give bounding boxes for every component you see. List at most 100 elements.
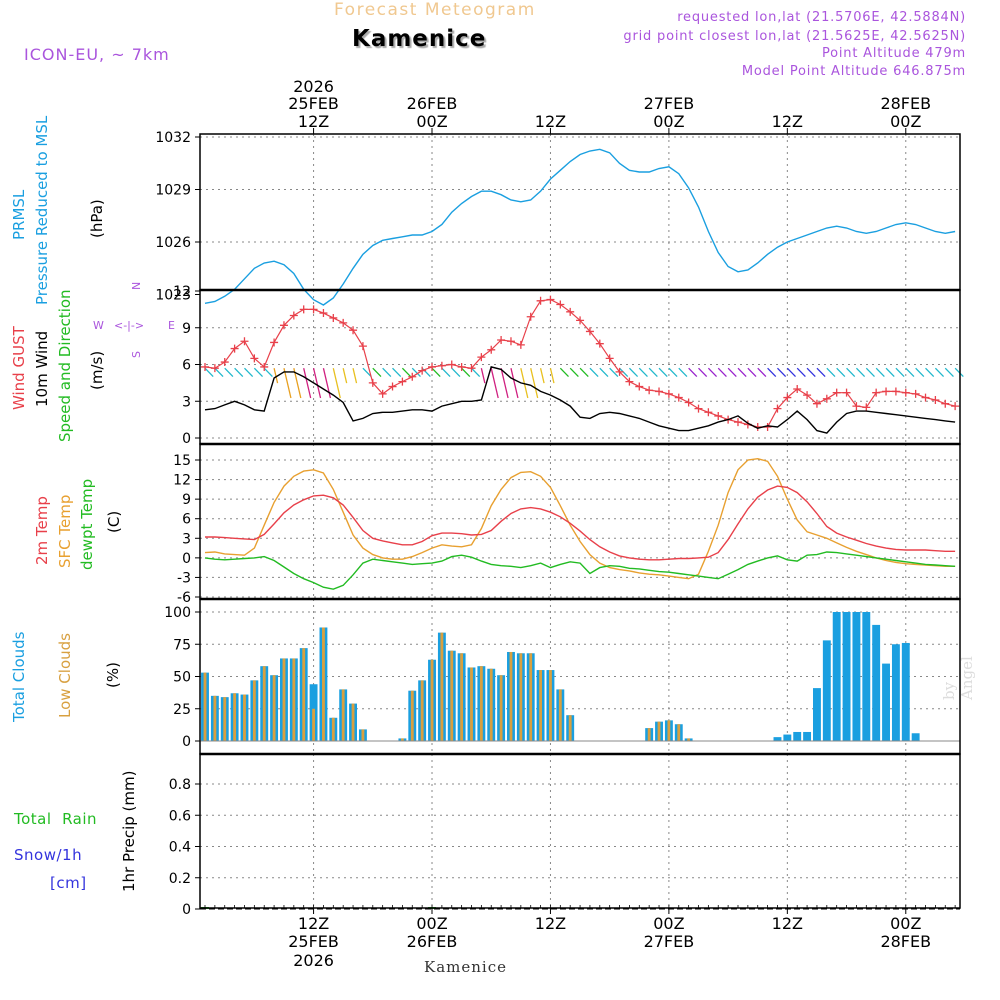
grid-point-coords: grid point closest lon,lat (21.5625E, 42… bbox=[623, 29, 966, 44]
low-clouds-bar bbox=[213, 695, 217, 741]
bottom-date-label: 28FEB bbox=[880, 932, 931, 951]
low-clouds-bar bbox=[479, 666, 483, 741]
y-tick-label: 50 bbox=[173, 670, 191, 686]
wind-direction-arrow bbox=[668, 367, 678, 377]
wind-gust-marker bbox=[210, 364, 219, 373]
wind-direction-arrow bbox=[905, 367, 915, 377]
y-tick-label: 9 bbox=[182, 321, 191, 337]
label-speed-direction: Speed and Direction bbox=[56, 289, 74, 442]
wind-gust-marker bbox=[733, 418, 742, 427]
wind-direction-arrow bbox=[619, 367, 629, 377]
wind-direction-arrow bbox=[569, 367, 579, 377]
wind-gust-marker bbox=[625, 377, 634, 386]
wind-gust-marker bbox=[319, 309, 328, 318]
wind-direction-arrow bbox=[846, 367, 856, 377]
top-date-label: 25FEB bbox=[288, 94, 339, 113]
wind-direction-arrow bbox=[283, 368, 292, 399]
wind-direction-arrow bbox=[461, 367, 471, 377]
wind-direction-arrow bbox=[777, 367, 787, 377]
bottom-hour-label: 00Z bbox=[653, 914, 684, 933]
wind-direction-arrow bbox=[589, 367, 599, 377]
low-clouds-bar bbox=[440, 632, 444, 741]
low-clouds-bar bbox=[292, 658, 296, 741]
wind-direction-arrow bbox=[471, 367, 481, 377]
wind-direction-arrow bbox=[885, 367, 895, 377]
wind-direction-arrow bbox=[224, 367, 234, 377]
total-clouds-bar bbox=[882, 663, 890, 741]
wind-gust-marker bbox=[506, 337, 515, 346]
y-tick-label: 6 bbox=[182, 358, 191, 374]
label-snow: Snow/1h bbox=[14, 846, 83, 864]
y-tick-label: 1032 bbox=[155, 130, 191, 146]
wind-gust-marker bbox=[882, 387, 891, 396]
top-hour-label: 00Z bbox=[653, 112, 684, 131]
wind-gust-marker bbox=[388, 382, 397, 391]
bottom-hour-label: 00Z bbox=[890, 914, 921, 933]
low-clouds-bar bbox=[529, 653, 533, 741]
low-clouds-bar bbox=[450, 650, 454, 741]
wind-gust-marker bbox=[546, 295, 555, 304]
y-tick-label: 0.2 bbox=[169, 871, 191, 887]
wind-gust-marker bbox=[664, 389, 673, 398]
wind-gust-marker bbox=[437, 361, 446, 370]
low-clouds-bar bbox=[331, 717, 335, 741]
wind-direction-arrow bbox=[727, 367, 737, 377]
wind-gust-marker bbox=[576, 316, 585, 325]
wind-direction-arrow bbox=[628, 367, 639, 377]
wind-gust-marker bbox=[447, 360, 456, 369]
wind-gust-marker bbox=[270, 338, 279, 347]
total-clouds-bar bbox=[862, 612, 871, 741]
y-tick-label: 6 bbox=[182, 512, 191, 528]
wind-gust-marker bbox=[536, 296, 545, 305]
wind-gust-marker bbox=[358, 342, 367, 351]
top-date-label: 27FEB bbox=[644, 94, 695, 113]
compass-axis: <-|-> bbox=[114, 319, 145, 332]
top-hour-label: 12Z bbox=[772, 112, 803, 131]
wind-direction-arrow bbox=[806, 367, 816, 377]
panel-frame bbox=[199, 443, 961, 600]
wind-gust-marker bbox=[467, 364, 476, 373]
label-cm: [cm] bbox=[50, 874, 87, 892]
wind-gust-marker bbox=[595, 339, 604, 348]
low-clouds-bar bbox=[233, 693, 237, 741]
wind-direction-arrow bbox=[451, 367, 461, 377]
low-clouds-bar bbox=[539, 670, 543, 741]
compass-north: N bbox=[130, 281, 143, 290]
wind-direction-arrow bbox=[342, 368, 348, 384]
wind-gust-marker bbox=[299, 305, 308, 314]
wind-gust-marker bbox=[901, 388, 910, 397]
y-tick-label: 0.4 bbox=[169, 840, 191, 856]
label-precip-mm: 1hr Precip (mm) bbox=[120, 770, 138, 892]
low-clouds-bar bbox=[420, 680, 424, 741]
wind-direction-arrow bbox=[253, 367, 263, 377]
wind-direction-arrow bbox=[767, 367, 777, 377]
label-prmsl: PRMSL bbox=[10, 189, 28, 240]
wind-gust-marker bbox=[497, 336, 506, 344]
wind-gust-marker bbox=[615, 367, 624, 376]
wind-gust-marker bbox=[339, 318, 348, 327]
top-hour-label: 00Z bbox=[416, 112, 447, 131]
wind-gust-marker bbox=[477, 353, 486, 362]
compass-south: S bbox=[130, 351, 143, 358]
y-tick-label: -3 bbox=[177, 570, 191, 586]
wind-gust-marker bbox=[704, 408, 713, 417]
total-clouds-bar bbox=[822, 640, 831, 741]
label-2m-temp: 2m Temp bbox=[33, 496, 51, 565]
wind-direction-arrow bbox=[707, 367, 718, 377]
low-clouds-bar bbox=[460, 653, 464, 741]
wind-direction-arrow bbox=[322, 368, 332, 399]
top-hour-label: 12Z bbox=[298, 112, 329, 131]
total-clouds-bar bbox=[793, 731, 802, 741]
wind-direction-arrow bbox=[737, 367, 747, 377]
wind-direction-arrow bbox=[816, 367, 826, 377]
wind-direction-arrow bbox=[559, 367, 569, 377]
total-clouds-bar bbox=[901, 642, 910, 741]
total-clouds-bar bbox=[911, 733, 920, 741]
label-low-clouds: Low Clouds bbox=[56, 633, 74, 718]
y-tick-label: 0 bbox=[182, 551, 191, 567]
wind-direction-arrow bbox=[431, 367, 441, 377]
wind-gust-marker bbox=[783, 393, 792, 402]
low-clouds-bar bbox=[341, 689, 345, 741]
low-clouds-bar bbox=[549, 670, 552, 741]
